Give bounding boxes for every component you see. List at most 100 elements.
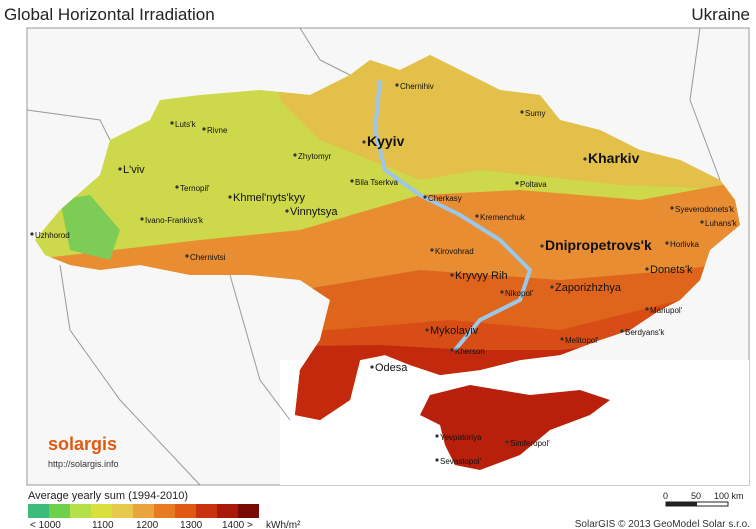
city-dot [645, 307, 649, 311]
city-dot [430, 248, 434, 252]
legend-unit: kWh/m² [266, 520, 301, 529]
city-dot [202, 127, 206, 131]
city-dot [450, 348, 454, 352]
city-dot [423, 195, 427, 199]
city-dot [500, 290, 504, 294]
city-label: Sevastopol' [440, 457, 482, 466]
city-label: Dnipropetrovs'k [545, 237, 652, 253]
city-label: Cherkasy [428, 194, 462, 203]
city-label: Kremenchuk [480, 213, 526, 222]
city-label: Rivne [207, 126, 228, 135]
city-label: Kirovohrad [435, 247, 474, 256]
city-label: Kyyiv [367, 133, 405, 149]
city-label: Melitopol' [565, 336, 599, 345]
legend-swatch [175, 504, 196, 518]
city-label: Vinnytsya [290, 206, 338, 218]
city-dot [583, 157, 587, 161]
city-label: Mariupol' [650, 306, 683, 315]
legend-swatch [196, 504, 217, 518]
city-dot [350, 179, 354, 183]
city-dot [670, 206, 674, 210]
legend-swatch [217, 504, 238, 518]
city-label: Luts'k [175, 120, 197, 129]
city-label: Ternopil' [180, 184, 210, 193]
city-dot [450, 273, 454, 277]
legend-label: 1100 [92, 520, 114, 529]
city-label: Yevpatoriya [440, 433, 482, 442]
city-label: Kharkiv [588, 150, 640, 166]
city-label: Syeverodonets'k [675, 205, 735, 214]
city-label: Simferopol' [510, 439, 550, 448]
city-label: Luhans'k [705, 219, 738, 228]
legend-swatch [49, 504, 70, 518]
city-dot [395, 83, 399, 87]
credit: SolarGIS © 2013 GeoModel Solar s.r.o. [575, 519, 750, 529]
legend-label: 1200 [136, 520, 159, 529]
city-label: Poltava [520, 180, 547, 189]
city-dot [175, 185, 179, 189]
city-dot [140, 217, 144, 221]
city-label: Khmel'nyts'kyy [233, 192, 306, 204]
city-label: Berdyans'k [625, 328, 665, 337]
city-label: Odesa [375, 362, 408, 374]
river [372, 79, 533, 352]
city-dot [475, 214, 479, 218]
city-label: Kryvyy Rih [455, 270, 508, 282]
city-dot [370, 365, 374, 369]
city-label: Zhytomyr [298, 152, 332, 161]
city-dot [560, 337, 564, 341]
city-label: Chernihiv [400, 82, 434, 91]
city-dot [293, 153, 297, 157]
legend-swatch [238, 504, 259, 518]
city-label: Bila Tserkva [355, 178, 399, 187]
city-label: Sumy [525, 109, 545, 118]
scale-label: 0 [663, 491, 668, 501]
legend-label: 1400 > [222, 520, 253, 529]
city-dot [665, 241, 669, 245]
legend-swatch [133, 504, 154, 518]
city-dot [362, 140, 366, 144]
city-label: Horlivka [670, 240, 699, 249]
city-dot [285, 209, 289, 213]
city-label: Uzhhorod [35, 231, 70, 240]
borders [26, 27, 721, 486]
country: Ukraine [691, 5, 750, 24]
city-dot [30, 232, 34, 236]
scale-bar [666, 502, 697, 506]
city-label: Kherson [455, 347, 485, 356]
city-dot [185, 254, 189, 258]
legend-swatch [28, 504, 49, 518]
city-label: Mykolayiv [430, 325, 479, 337]
city-dot [435, 434, 439, 438]
city-label: Donets'k [650, 264, 693, 276]
legend-swatch [112, 504, 133, 518]
city-dot [118, 167, 122, 171]
crimea [420, 385, 610, 470]
legend-swatch [154, 504, 175, 518]
scale-label: 100 km [714, 491, 744, 501]
logo: solargis [48, 434, 117, 454]
city-dot [435, 458, 439, 462]
city-dot [700, 220, 704, 224]
city-label: L'viv [123, 164, 145, 176]
city-dot [515, 181, 519, 185]
city-label: Chernivtsi [190, 253, 226, 262]
legend-swatch [70, 504, 91, 518]
legend-swatch [91, 504, 112, 518]
scale-label: 50 [691, 491, 701, 501]
city-label: Ivano-Frankivs'k [145, 216, 204, 225]
city-dot [505, 440, 509, 444]
logo-url: http://solargis.info [48, 459, 119, 469]
legend-label: 1300 [180, 520, 203, 529]
city-dot [520, 110, 524, 114]
city-dot [620, 329, 624, 333]
city-dot [645, 267, 649, 271]
legend-label: < 1000 [30, 520, 61, 529]
city-dot [228, 195, 232, 199]
city-dot [170, 121, 174, 125]
city-dot [540, 244, 544, 248]
city-dot [550, 285, 554, 289]
city-label: Nikopol' [505, 289, 534, 298]
city-label: Zaporizhzhya [555, 282, 622, 294]
